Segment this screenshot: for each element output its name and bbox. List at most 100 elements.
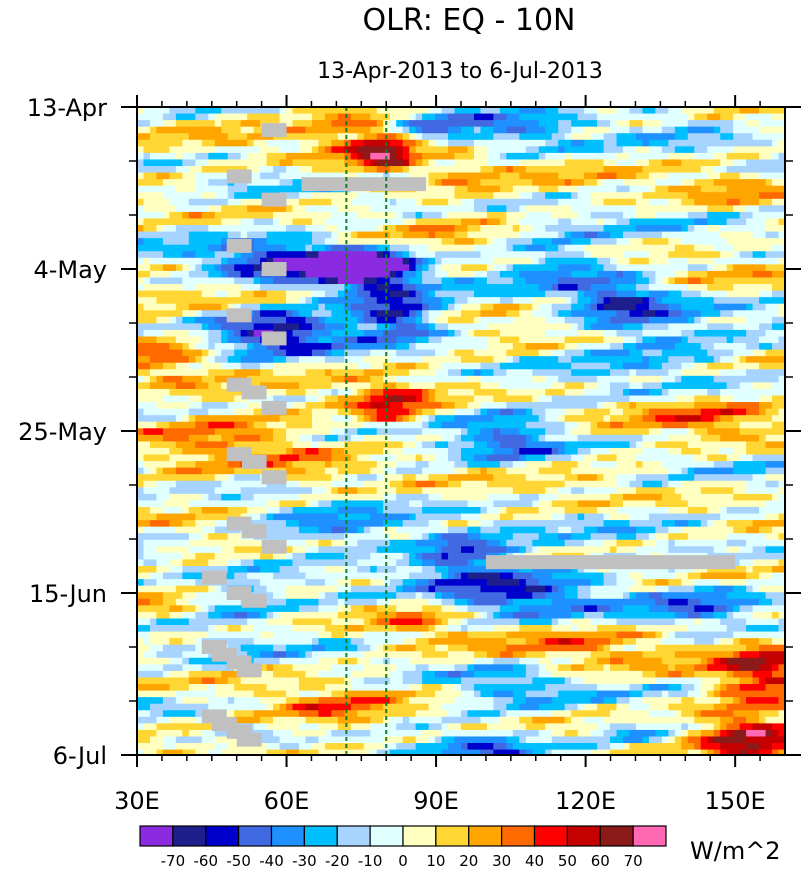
olr-cell (506, 388, 514, 397)
olr-cell (759, 251, 767, 259)
olr-cell (480, 323, 488, 331)
olr-cell (273, 159, 281, 167)
olr-cell (454, 231, 462, 239)
olr-cell (286, 185, 294, 193)
olr-cell (519, 139, 527, 147)
olr-cell (700, 107, 708, 115)
olr-cell (350, 329, 358, 338)
olr-cell (499, 139, 507, 147)
olr-cell (214, 257, 222, 265)
olr-cell (739, 218, 747, 226)
olr-cell (266, 225, 274, 233)
olr-cell (577, 159, 585, 167)
olr-cell (499, 146, 507, 154)
olr-cell (707, 120, 715, 128)
olr-cell (376, 113, 384, 121)
olr-cell (648, 369, 656, 377)
olr-cell (208, 139, 216, 147)
olr-cell (344, 264, 352, 272)
olr-cell (480, 428, 488, 436)
olr-cell (694, 388, 702, 397)
olr-cell (175, 297, 183, 305)
olr-cell (363, 395, 371, 403)
olr-cell (772, 290, 780, 298)
olr-cell (739, 349, 747, 357)
olr-cell (493, 198, 501, 206)
olr-cell (681, 323, 689, 331)
olr-cell (286, 356, 294, 364)
olr-cell (687, 238, 695, 246)
olr-cell (389, 329, 397, 338)
olr-cell (674, 146, 682, 154)
olr-cell (448, 369, 456, 377)
olr-cell (454, 356, 462, 364)
olr-cell (156, 152, 164, 161)
olr-cell (499, 120, 507, 128)
olr-cell (512, 375, 520, 383)
olr-cell (169, 382, 177, 390)
olr-cell (545, 369, 553, 377)
olr-cell (415, 323, 423, 331)
olr-cell (370, 297, 378, 305)
olr-cell (324, 343, 332, 351)
olr-cell (687, 257, 695, 265)
olr-cell (370, 152, 378, 161)
olr-cell (188, 362, 196, 370)
olr-cell (752, 310, 760, 318)
olr-cell (635, 343, 644, 351)
olr-cell (648, 323, 656, 331)
olr-cell (752, 107, 760, 115)
olr-cell (571, 146, 579, 154)
olr-cell (162, 264, 170, 272)
olr-cell (623, 244, 631, 252)
olr-cell (195, 179, 203, 187)
olr-cell (765, 192, 773, 200)
olr-cell (331, 107, 339, 115)
olr-cell (396, 198, 404, 206)
olr-cell (772, 225, 780, 233)
olr-cell (292, 415, 300, 423)
olr-cell (357, 303, 365, 311)
olr-cell (311, 205, 320, 213)
olr-cell (331, 349, 339, 357)
olr-cell (409, 277, 417, 285)
olr-cell (331, 369, 339, 377)
olr-cell (765, 264, 773, 272)
olr-cell (182, 362, 190, 370)
olr-cell (311, 120, 320, 128)
olr-cell (149, 270, 158, 279)
olr-cell (422, 257, 430, 265)
olr-cell (311, 329, 320, 338)
olr-cell (648, 179, 656, 187)
olr-cell (383, 264, 391, 272)
olr-cell (143, 402, 151, 410)
olr-cell (739, 211, 747, 220)
olr-cell (175, 290, 183, 298)
olr-cell (175, 257, 183, 265)
olr-cell (240, 257, 248, 265)
olr-cell (616, 198, 624, 206)
olr-cell (428, 146, 436, 154)
olr-cell (337, 277, 345, 285)
olr-cell (635, 192, 644, 200)
olr-cell (221, 120, 229, 128)
olr-cell (493, 323, 501, 331)
olr-cell (610, 329, 618, 338)
olr-cell (292, 139, 300, 147)
olr-cell (564, 382, 572, 390)
olr-cell (707, 244, 715, 252)
olr-cell (551, 375, 559, 383)
olr-cell (286, 336, 294, 344)
olr-cell (227, 284, 235, 292)
olr-cell (473, 277, 482, 285)
olr-cell (383, 395, 391, 403)
olr-cell (137, 408, 145, 416)
olr-cell (331, 310, 339, 318)
olr-cell (733, 146, 741, 154)
olr-cell (461, 126, 469, 134)
olr-cell (590, 172, 598, 180)
olr-cell (700, 264, 708, 272)
olr-cell (752, 172, 760, 180)
olr-cell (551, 257, 559, 265)
olr-cell (674, 277, 682, 285)
